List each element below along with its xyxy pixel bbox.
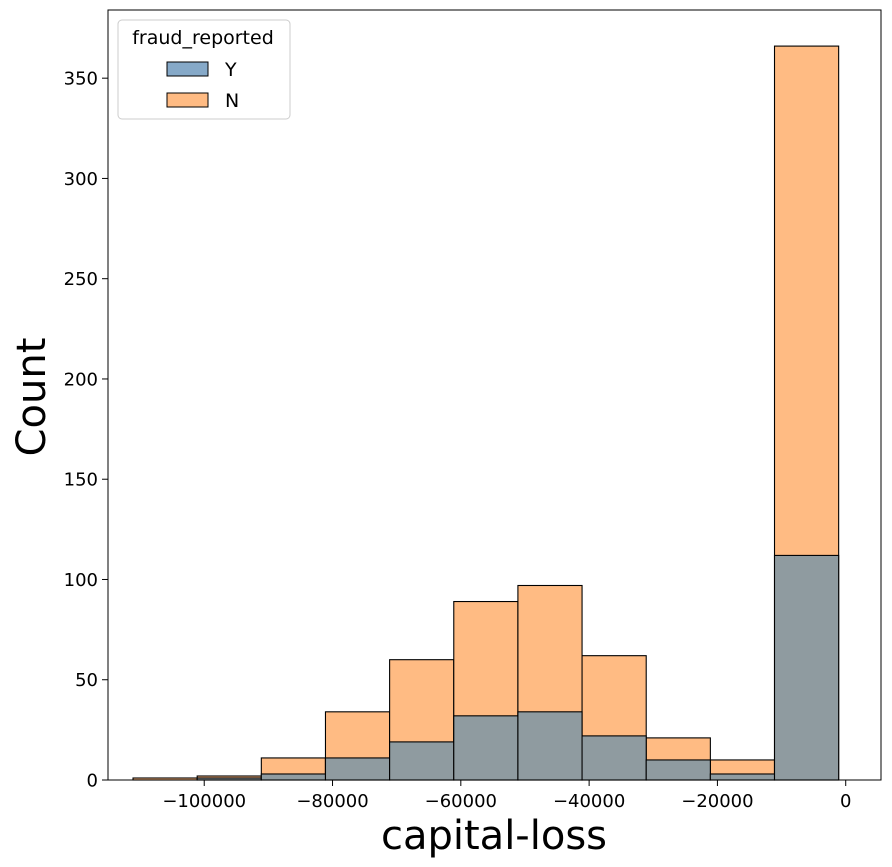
plot-area-frame xyxy=(107,9,882,781)
legend: fraud_reported YN xyxy=(117,19,291,120)
y-tick-label-3: 150 xyxy=(64,470,98,491)
bar-y-3 xyxy=(324,757,391,781)
y-tick-label-6: 300 xyxy=(64,169,98,190)
bar-y-6 xyxy=(517,711,583,781)
bar-y-9 xyxy=(709,773,776,781)
bar-y-10 xyxy=(773,554,840,781)
legend-swatch-y xyxy=(166,61,209,77)
x-tick-label-0: −100000 xyxy=(162,791,246,812)
y-tick-label-0: 0 xyxy=(87,771,98,792)
bar-y-4 xyxy=(389,741,455,781)
legend-title: fraud_reported xyxy=(132,27,274,49)
y-tick-label-5: 250 xyxy=(64,269,98,290)
y-axis-title: Count xyxy=(9,338,55,457)
bar-y-7 xyxy=(581,735,647,781)
legend-label-y: Y xyxy=(224,59,237,81)
x-tick-label-3: −40000 xyxy=(553,791,625,812)
legend-entries: YN xyxy=(166,59,239,112)
x-tick-label-4: −20000 xyxy=(681,791,753,812)
bar-y-2 xyxy=(260,773,327,781)
legend-swatch-n xyxy=(166,92,209,108)
y-tick-label-1: 50 xyxy=(75,670,98,691)
bar-y-5 xyxy=(453,715,519,781)
x-tick-label-1: −80000 xyxy=(296,791,368,812)
bars-layer xyxy=(132,45,840,781)
y-tick-label-4: 200 xyxy=(64,369,98,390)
legend-label-n: N xyxy=(225,90,239,112)
x-tick-label-2: −60000 xyxy=(425,791,497,812)
x-axis-ticks: −100000 −80000 −60000 −40000 −20000 0 xyxy=(162,780,851,812)
x-tick-label-5: 0 xyxy=(840,791,851,812)
bar-y-8 xyxy=(645,759,711,781)
y-tick-label-2: 100 xyxy=(64,570,98,591)
x-axis-title: capital-loss xyxy=(381,813,607,859)
y-axis-ticks: 0 50 100 150 200 250 300 350 xyxy=(64,69,108,792)
y-tick-label-7: 350 xyxy=(64,69,98,90)
